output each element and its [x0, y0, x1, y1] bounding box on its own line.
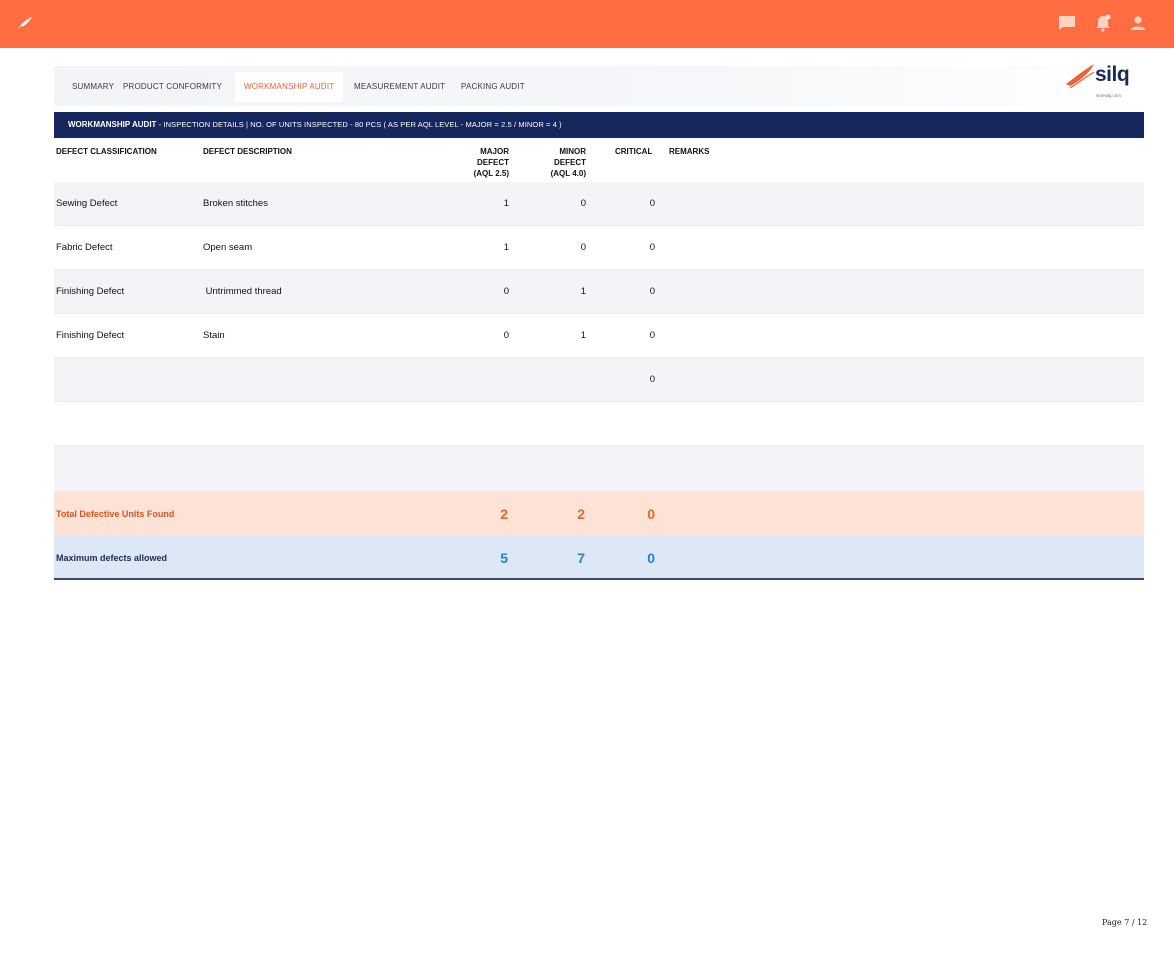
total-major: 2 — [500, 506, 508, 522]
cell-classification: Sewing Defect — [56, 198, 118, 209]
chat-icon[interactable] — [1057, 13, 1077, 33]
bell-icon[interactable] — [1093, 13, 1113, 33]
max-minor: 7 — [577, 550, 585, 566]
cell-classification: Finishing Defect — [56, 330, 125, 341]
tab-summary[interactable]: SUMMARY — [72, 82, 115, 91]
feather-logo-icon[interactable] — [14, 15, 34, 33]
cell-critical: 0 — [649, 242, 655, 253]
cell-description: Open seam — [203, 242, 253, 253]
brand-name: silq — [1095, 63, 1130, 86]
report-tabs: SUMMARY PRODUCT CONFORMITY WORKMANSHIP A… — [54, 66, 1146, 106]
cell-critical: 0 — [649, 198, 655, 209]
cell-description: Broken stitches — [203, 198, 268, 209]
cell-minor: 0 — [580, 198, 586, 209]
page-number: Page 7 / 12 — [1102, 918, 1148, 927]
cell-critical — [615, 402, 655, 446]
table-row — [54, 402, 1144, 446]
total-label: Total Defective Units Found — [56, 509, 175, 519]
header-classification: DEFECT CLASSIFICATION — [56, 147, 157, 156]
cell-major: 0 — [503, 330, 509, 341]
table-row: Finishing Defect Stain 0 1 0 — [54, 314, 1144, 358]
section-title: WORKMANSHIP AUDIT — [68, 120, 157, 129]
tab-measurement-audit[interactable]: MEASUREMENT AUDIT — [354, 82, 446, 91]
cell-critical: 0 — [649, 330, 655, 341]
table-row: Fabric Defect Open seam 1 0 0 — [54, 226, 1144, 270]
section-detail: - INSPECTION DETAILS | NO. OF UNITS INSP… — [156, 120, 562, 129]
table-row: Finishing Defect Untrimmed thread 0 1 0 — [54, 270, 1144, 314]
cell-critical: 0 — [649, 374, 655, 385]
max-critical: 0 — [647, 550, 655, 566]
total-defects-row: Total Defective Units Found 2 2 0 — [54, 492, 1144, 536]
header-major: MAJOR DEFECT (AQL 2.5) — [473, 147, 509, 178]
silq-logo-icon — [1066, 64, 1095, 89]
total-minor: 2 — [577, 506, 585, 522]
table-row — [54, 446, 1144, 492]
brand-tagline: smesilq.com — [1096, 93, 1122, 98]
tab-product-conformity[interactable]: PRODUCT CONFORMITY — [123, 82, 223, 91]
cell-major: 1 — [503, 242, 509, 253]
cell-critical: 0 — [649, 286, 655, 297]
table-header: DEFECT CLASSIFICATION DEFECT DESCRIPTION… — [54, 146, 1144, 182]
cell-major: 0 — [503, 286, 509, 297]
user-icon[interactable] — [1128, 13, 1148, 33]
cell-description: Untrimmed thread — [203, 286, 282, 297]
cell-minor: 0 — [580, 242, 586, 253]
header-critical: CRITICAL — [615, 147, 653, 156]
total-critical: 0 — [647, 506, 655, 522]
header-minor: MINOR DEFECT (AQL 4.0) — [550, 147, 586, 178]
table-row: Sewing Defect Broken stitches 1 0 0 — [54, 182, 1144, 226]
cell-minor: 1 — [580, 330, 586, 341]
tab-packing-audit[interactable]: PACKING AUDIT — [461, 82, 525, 91]
cell-minor: 1 — [580, 286, 586, 297]
cell-minor — [546, 358, 586, 402]
section-header: WORKMANSHIP AUDIT - INSPECTION DETAILS |… — [54, 112, 1144, 138]
max-major: 5 — [500, 550, 508, 566]
max-defects-row: Maximum defects allowed 5 7 0 — [54, 536, 1144, 580]
cell-major — [469, 358, 509, 402]
max-label: Maximum defects allowed — [56, 553, 168, 563]
table-row: 0 — [54, 358, 1144, 402]
cell-critical — [615, 446, 655, 490]
cell-major: 1 — [503, 198, 509, 209]
tab-workmanship-audit[interactable]: WORKMANSHIP AUDIT — [235, 72, 344, 102]
header-remarks: REMARKS — [669, 147, 710, 156]
cell-classification: Fabric Defect — [56, 242, 113, 253]
cell-classification: Finishing Defect — [56, 286, 125, 297]
cell-description: Stain — [203, 330, 225, 341]
header-description: DEFECT DESCRIPTION — [203, 147, 292, 156]
top-app-bar — [0, 0, 1174, 48]
